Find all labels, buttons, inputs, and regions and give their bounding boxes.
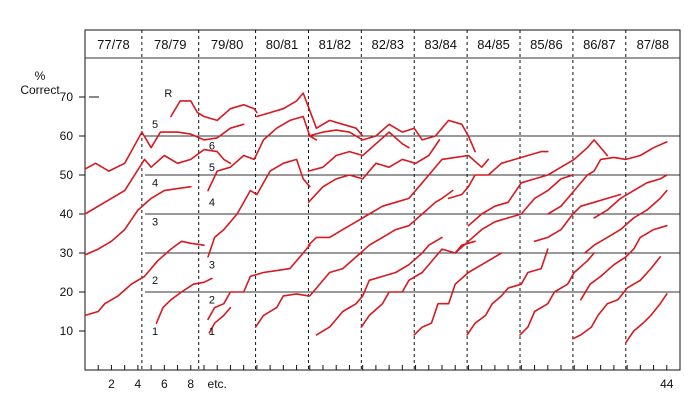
learning-curve-30 (580, 224, 668, 301)
curve-label-6: 1 (152, 326, 158, 338)
learning-curve-3 (84, 148, 232, 215)
season-label-1: 78/79 (154, 37, 187, 52)
learning-curve-23 (454, 174, 574, 254)
season-label-6: 83/84 (424, 37, 457, 52)
learning-curve-22 (466, 248, 549, 336)
season-label-10: 87/88 (637, 37, 670, 52)
learning-curve-33 (625, 293, 668, 344)
learning-curve-19 (315, 236, 443, 336)
learning-curve-6 (155, 277, 213, 324)
curve-label-10: 3 (209, 260, 215, 272)
learning-curve-21 (413, 252, 503, 336)
curve-label-8: 5 (209, 162, 215, 174)
x-tick-label-4: 4 (135, 377, 142, 391)
curve-label-7: 6 (209, 141, 215, 153)
x-tick-label-8: 8 (187, 377, 194, 391)
learning-curve-15 (307, 131, 410, 172)
learning-curve-7 (170, 100, 258, 122)
curve-label-9: 4 (209, 197, 215, 209)
y-tick-label-70: 70 (60, 90, 74, 104)
learning-curve-8 (207, 115, 318, 192)
learning-curve-24 (447, 150, 549, 200)
curve-label-5: 2 (152, 275, 158, 287)
y-tick-label-50: 50 (60, 168, 74, 182)
learning-curve-28 (547, 141, 668, 215)
y-tick-label-40: 40 (60, 207, 74, 221)
x-tick-label-10: etc. (208, 377, 227, 391)
x-tick-label-6: 6 (161, 377, 168, 391)
learning-curve-31 (584, 189, 668, 254)
y-tick-label-60: 60 (60, 129, 74, 143)
learning-curve-17 (307, 154, 490, 246)
curve-label-12: 1 (209, 326, 215, 338)
learning-curve-18 (309, 189, 454, 297)
learning-curve-25 (467, 139, 609, 227)
learning-curve-10 (207, 244, 311, 321)
y-tick-label-30: 30 (60, 246, 74, 260)
learning-curve-29 (572, 256, 661, 340)
learning-curve-13 (256, 92, 364, 137)
season-label-9: 86/87 (583, 37, 616, 52)
curve-label-4: 3 (152, 217, 158, 229)
season-label-0: 77/78 (97, 37, 130, 52)
x-tick-label-2: 2 (108, 377, 115, 391)
learning-curve-9 (207, 158, 311, 258)
learning-curve-2 (141, 123, 245, 149)
learning-curve-4 (84, 185, 192, 256)
learning-curve-32 (593, 174, 668, 219)
learning-curve-26 (519, 252, 595, 336)
learning-curve-5 (84, 240, 205, 317)
y-tick-label-10: 10 (60, 324, 74, 338)
plot-frame (84, 29, 681, 371)
season-label-4: 81/82 (319, 37, 352, 52)
learning-curve-16 (307, 139, 441, 204)
learning-curve-12 (254, 293, 310, 328)
season-label-2: 79/80 (211, 37, 244, 52)
season-label-5: 82/83 (372, 37, 405, 52)
learning-curve-1 (84, 131, 143, 172)
curve-label-3: 4 (152, 178, 158, 190)
x-tick-label-44: 44 (660, 377, 674, 391)
y-axis-label-line-1: % (35, 69, 46, 83)
y-tick-label-20: 20 (60, 285, 74, 299)
curve-label-1: R (164, 88, 172, 100)
curve-label-11: 2 (209, 295, 215, 307)
learning-curve-14 (307, 119, 476, 153)
season-label-8: 85/86 (530, 37, 563, 52)
learning-curve-27 (533, 193, 622, 243)
learning-curve-11 (208, 306, 232, 334)
curve-label-2: 5 (152, 119, 158, 131)
learning-curve-20 (360, 240, 476, 328)
season-label-3: 80/81 (266, 37, 299, 52)
y-axis-label-line-2: Correct (20, 83, 60, 97)
season-label-7: 84/85 (477, 37, 510, 52)
